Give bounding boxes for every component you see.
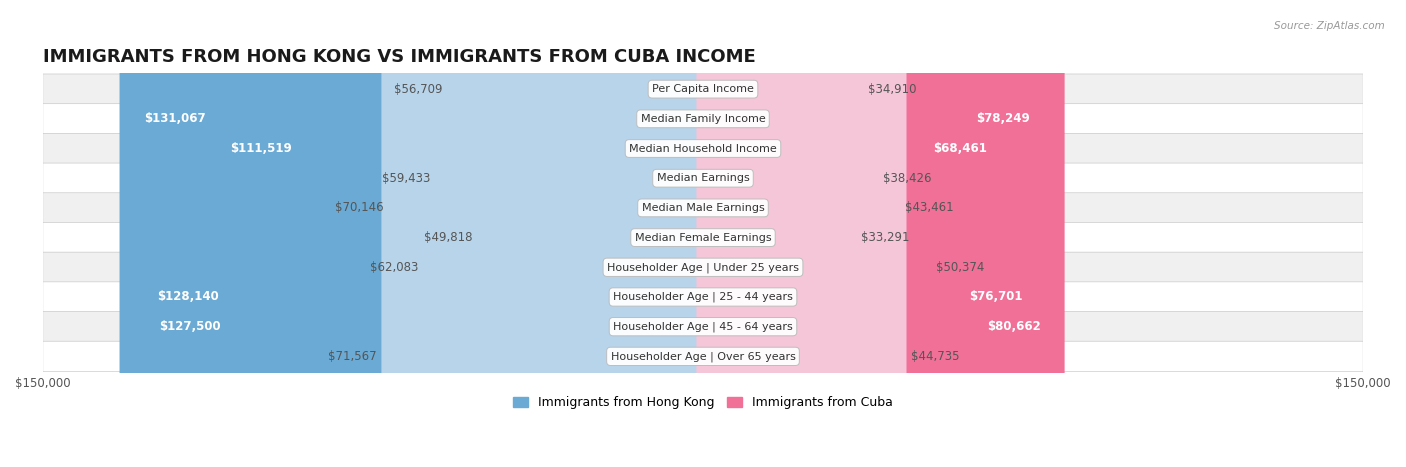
FancyBboxPatch shape [135, 0, 710, 467]
Text: Median Family Income: Median Family Income [641, 114, 765, 124]
Text: $80,662: $80,662 [987, 320, 1040, 333]
FancyBboxPatch shape [205, 0, 710, 467]
Text: $43,461: $43,461 [905, 201, 953, 214]
FancyBboxPatch shape [696, 0, 856, 467]
FancyBboxPatch shape [423, 0, 710, 467]
Text: $68,461: $68,461 [932, 142, 987, 155]
Text: Source: ZipAtlas.com: Source: ZipAtlas.com [1274, 21, 1385, 31]
FancyBboxPatch shape [388, 0, 710, 467]
FancyBboxPatch shape [120, 0, 710, 467]
Text: $70,146: $70,146 [335, 201, 384, 214]
Text: $76,701: $76,701 [970, 290, 1024, 304]
FancyBboxPatch shape [42, 282, 1364, 312]
FancyBboxPatch shape [696, 0, 1064, 467]
FancyBboxPatch shape [42, 222, 1364, 253]
Text: Median Earnings: Median Earnings [657, 173, 749, 183]
Text: Per Capita Income: Per Capita Income [652, 84, 754, 94]
FancyBboxPatch shape [696, 0, 907, 467]
FancyBboxPatch shape [42, 193, 1364, 223]
Text: $33,291: $33,291 [860, 231, 910, 244]
FancyBboxPatch shape [381, 0, 710, 467]
FancyBboxPatch shape [42, 252, 1364, 283]
FancyBboxPatch shape [42, 311, 1364, 342]
Text: $59,433: $59,433 [382, 172, 430, 185]
FancyBboxPatch shape [696, 0, 1054, 467]
Text: Median Male Earnings: Median Male Earnings [641, 203, 765, 213]
FancyBboxPatch shape [434, 0, 710, 467]
FancyBboxPatch shape [696, 0, 931, 467]
FancyBboxPatch shape [447, 0, 710, 467]
Text: Householder Age | Under 25 years: Householder Age | Under 25 years [607, 262, 799, 273]
Text: $128,140: $128,140 [156, 290, 218, 304]
Text: $34,910: $34,910 [868, 83, 917, 96]
FancyBboxPatch shape [42, 74, 1364, 104]
Text: Householder Age | 25 - 44 years: Householder Age | 25 - 44 years [613, 292, 793, 302]
Text: Median Household Income: Median Household Income [628, 143, 778, 154]
FancyBboxPatch shape [696, 0, 1011, 467]
Text: $49,818: $49,818 [425, 231, 472, 244]
FancyBboxPatch shape [477, 0, 710, 467]
FancyBboxPatch shape [696, 0, 879, 467]
Text: IMMIGRANTS FROM HONG KONG VS IMMIGRANTS FROM CUBA INCOME: IMMIGRANTS FROM HONG KONG VS IMMIGRANTS … [42, 48, 755, 66]
Text: Householder Age | Over 65 years: Householder Age | Over 65 years [610, 351, 796, 361]
Text: $111,519: $111,519 [229, 142, 291, 155]
FancyBboxPatch shape [42, 104, 1364, 134]
Text: Median Female Earnings: Median Female Earnings [634, 233, 772, 242]
Text: $131,067: $131,067 [143, 113, 205, 125]
Text: $44,735: $44,735 [911, 350, 959, 363]
Text: $71,567: $71,567 [329, 350, 377, 363]
Text: $50,374: $50,374 [936, 261, 984, 274]
Text: $78,249: $78,249 [976, 113, 1029, 125]
Text: $56,709: $56,709 [394, 83, 443, 96]
Legend: Immigrants from Hong Kong, Immigrants from Cuba: Immigrants from Hong Kong, Immigrants fr… [508, 391, 898, 414]
FancyBboxPatch shape [42, 163, 1364, 193]
FancyBboxPatch shape [42, 134, 1364, 163]
Text: $127,500: $127,500 [159, 320, 221, 333]
FancyBboxPatch shape [696, 0, 901, 467]
Text: $62,083: $62,083 [370, 261, 419, 274]
FancyBboxPatch shape [42, 341, 1364, 372]
FancyBboxPatch shape [132, 0, 710, 467]
FancyBboxPatch shape [696, 0, 1047, 467]
FancyBboxPatch shape [696, 0, 863, 467]
Text: Householder Age | 45 - 64 years: Householder Age | 45 - 64 years [613, 321, 793, 332]
Text: $38,426: $38,426 [883, 172, 932, 185]
